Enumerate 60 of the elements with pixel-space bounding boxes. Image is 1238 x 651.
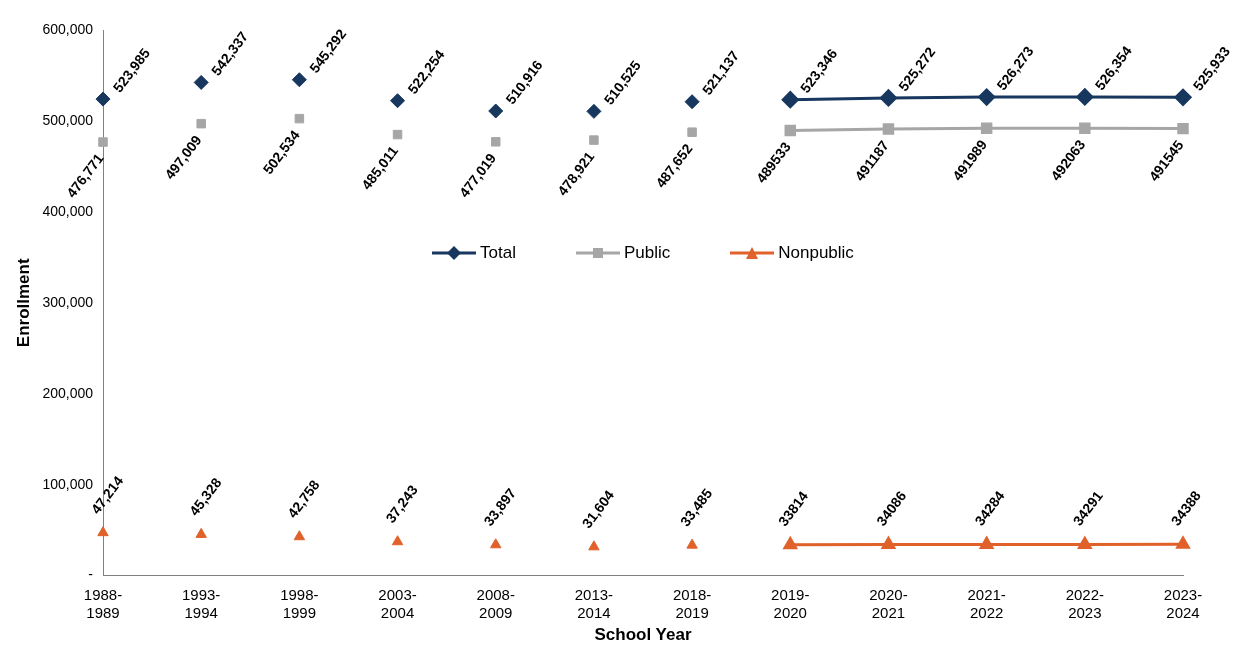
point [684,94,700,110]
x-tick-label: 1993-1994 [182,585,221,621]
point [686,538,698,549]
x-tick-label: 2021-2022 [967,585,1006,621]
point [291,72,307,88]
point [586,103,602,119]
legend-label: Nonpublic [778,242,854,263]
y-tick-label: 500,000 [42,111,94,128]
point [882,123,895,135]
y-axis-title: Enrollment [13,258,33,348]
x-tick-label: 2022-2023 [1065,585,1105,621]
point [196,118,206,129]
x-tick-label: 1998-1999 [280,585,319,621]
point [1177,122,1189,135]
point [1176,536,1190,549]
point [195,527,207,538]
point [781,91,799,109]
point [392,129,403,140]
y-tick-label: - [88,566,94,583]
legend-label: Total [480,242,516,263]
y-tick-label: 100,000 [42,475,94,492]
point [490,538,502,549]
point [588,540,600,551]
x-tick-label: 2019-2020 [771,585,810,621]
point [979,536,994,549]
point [1079,122,1091,134]
point [391,535,404,546]
x-tick-label: 2008-2009 [476,585,515,621]
x-tick-label: 2020-2021 [869,585,908,621]
y-tick-label: 200,000 [42,384,94,401]
y-tick-label: 400,000 [42,202,94,219]
point [879,89,897,107]
point [293,530,306,541]
point [978,88,996,106]
point [881,537,896,550]
point [1076,88,1094,106]
x-tick-label: 2013-2014 [574,585,614,621]
point [95,91,111,107]
y-tick-label: 300,000 [42,293,94,310]
point [1174,88,1192,106]
point [490,137,501,147]
x-tick-label: 2018-2019 [672,585,712,621]
point [390,93,406,109]
point [97,526,109,537]
point [589,135,599,145]
point [98,137,108,147]
point [193,74,209,90]
point [1078,536,1092,549]
x-tick-label: 1988-1989 [83,585,123,621]
point [488,103,504,119]
point [784,124,797,137]
point [294,113,305,124]
point [783,537,797,550]
x-tick-label: 2003-2004 [378,585,417,621]
y-tick-label: 600,000 [42,20,94,37]
x-axis-title: School Year [594,625,692,645]
point [980,122,993,134]
point [687,127,697,137]
x-tick-label: 2023-2024 [1163,585,1203,621]
legend-label: Public [623,242,671,263]
